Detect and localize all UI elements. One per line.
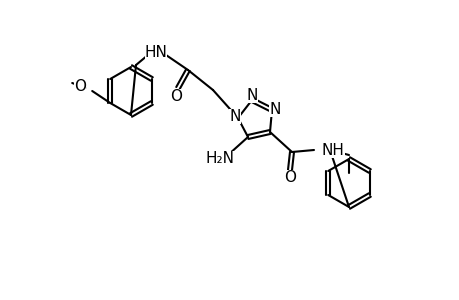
Text: O: O [283,169,295,184]
Text: N: N [269,101,280,116]
Text: N: N [246,88,257,103]
Text: O: O [170,88,182,104]
Text: O: O [74,79,86,94]
Text: HN: HN [144,44,167,59]
Text: N: N [229,109,240,124]
Text: H₂N: H₂N [205,151,234,166]
Text: NH: NH [321,142,344,158]
